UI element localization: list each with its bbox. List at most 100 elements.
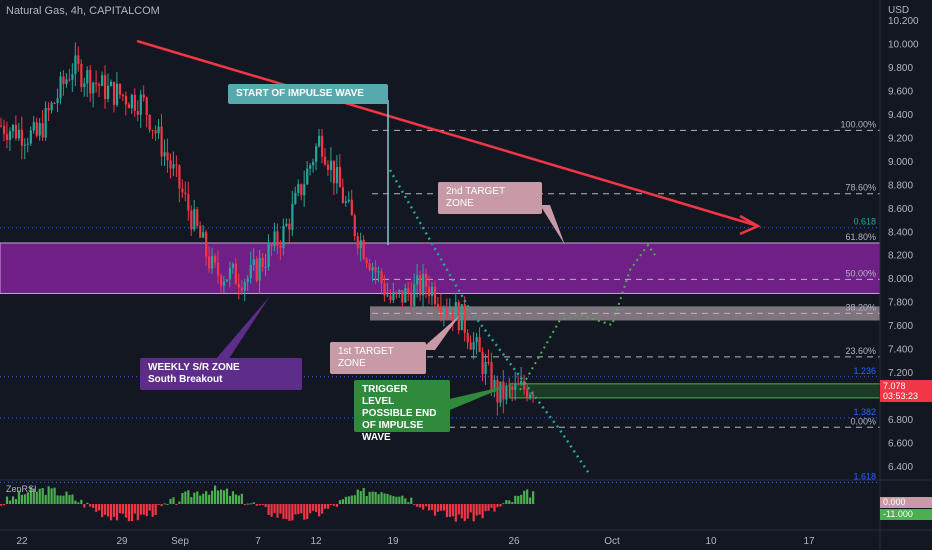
fib-label: 38.20% [845, 302, 876, 312]
weekly-callout-line1: WEEKLY S/R ZONE [148, 362, 240, 373]
rsi-bar [0, 504, 3, 506]
rsi-bar [335, 504, 339, 507]
rsi-bar [297, 504, 300, 515]
candle-body [398, 290, 401, 293]
rsi-bar [389, 495, 392, 504]
rsi-bar [526, 489, 529, 504]
rsi-bar [47, 486, 50, 504]
candle-body [193, 209, 196, 230]
rsi-bar [472, 504, 475, 522]
candle-body [288, 223, 291, 230]
price-tick: 10.200 [888, 16, 919, 27]
candle-body [172, 164, 175, 169]
time-tick: Oct [604, 536, 620, 547]
candle-body [422, 273, 425, 296]
rsi-bar [436, 504, 440, 512]
rsi-bar [318, 504, 321, 517]
rsi-bar [199, 495, 202, 504]
time-axis[interactable]: 22 29 Sep 7 12 19 26 Oct 10 17 [16, 536, 815, 547]
price-tick: 8.200 [888, 251, 913, 262]
rsi-bar [499, 504, 502, 507]
candle-body [407, 288, 410, 294]
rsi-bar [496, 504, 499, 508]
candle-body [175, 164, 178, 166]
rsi-bar [151, 504, 154, 517]
rsi-bar [59, 495, 62, 504]
rsi-bar [425, 504, 428, 507]
rsi-bar [433, 504, 437, 516]
rsi-bar [115, 504, 119, 521]
candle-body [184, 192, 187, 195]
price-candles [0, 42, 535, 416]
fib-labels: 100.00% 78.60% 0.618 61.80% 50.00% 38.20% 23.6… [840, 119, 876, 481]
fib-label: 0.618 [853, 217, 876, 227]
price-tick: 8.600 [888, 204, 913, 215]
rsi-bar [398, 496, 401, 504]
candle-body [306, 168, 309, 185]
candle-body [472, 342, 475, 350]
rsi-bar [478, 504, 481, 515]
rsi-bar [469, 504, 472, 513]
candle-body [451, 310, 454, 321]
time-tick: Sep [171, 536, 189, 547]
candle-body [65, 79, 68, 84]
candle-body [32, 122, 35, 131]
rsi-bar [219, 489, 223, 504]
rsi-bar [362, 488, 365, 504]
candle-body [154, 130, 157, 134]
rsi-bar [291, 504, 294, 521]
candle-body [160, 126, 163, 157]
rsi-bar [258, 504, 261, 506]
rsi-bar [133, 504, 136, 514]
rsi-bar [237, 495, 240, 504]
rsi-bar [11, 496, 15, 504]
rsi-bar [234, 494, 238, 504]
rsi-bar [255, 504, 258, 506]
rsi-bar [5, 496, 9, 504]
rsi-bar [98, 504, 101, 511]
rsi-bar [460, 504, 463, 519]
candle-body [321, 135, 324, 157]
candle-body [401, 290, 404, 303]
candle-body [50, 102, 53, 111]
rsi-bar [109, 504, 113, 521]
candle-body [124, 95, 128, 105]
current-price-tag: 7.078 03:53:23 [880, 380, 932, 402]
candle-body [285, 223, 288, 226]
price-tick: 9.000 [888, 157, 913, 168]
candle-body [514, 383, 517, 390]
rsi-bar [130, 504, 133, 522]
candle-body [365, 259, 368, 264]
candle-body [356, 236, 359, 249]
candle-body [291, 203, 294, 230]
trend-arrow-head [739, 214, 761, 236]
rsi-bar [350, 495, 353, 504]
candle-body [517, 383, 520, 385]
rsi-bar [514, 495, 517, 504]
price-axis[interactable]: 10.200 10.000 9.800 9.600 9.400 9.200 9.000 8.8… [888, 16, 919, 473]
rsi-bar [181, 493, 184, 504]
candle-body [249, 265, 252, 279]
rsi-bar [365, 496, 368, 504]
rsi-bar [532, 491, 535, 504]
price-tick: 9.200 [888, 133, 913, 144]
rsi-bar [523, 490, 526, 504]
candle-body [294, 192, 297, 204]
rsi-bar [246, 503, 249, 505]
candle-body [392, 292, 395, 301]
rsi-bar [356, 489, 359, 504]
price-tick: 7.400 [888, 345, 913, 356]
time-tick: 22 [16, 536, 28, 547]
candle-body [222, 281, 226, 286]
candle-body [11, 124, 15, 132]
rsi-bar [326, 504, 330, 509]
candle-body [246, 278, 249, 283]
candle-body [231, 263, 235, 268]
candle-body [89, 70, 92, 94]
candle-body [255, 259, 258, 281]
rsi-value-2: -11.000 [880, 509, 932, 520]
rsi-bar [139, 504, 142, 515]
candle-body [80, 63, 83, 88]
candle-body [511, 386, 514, 390]
